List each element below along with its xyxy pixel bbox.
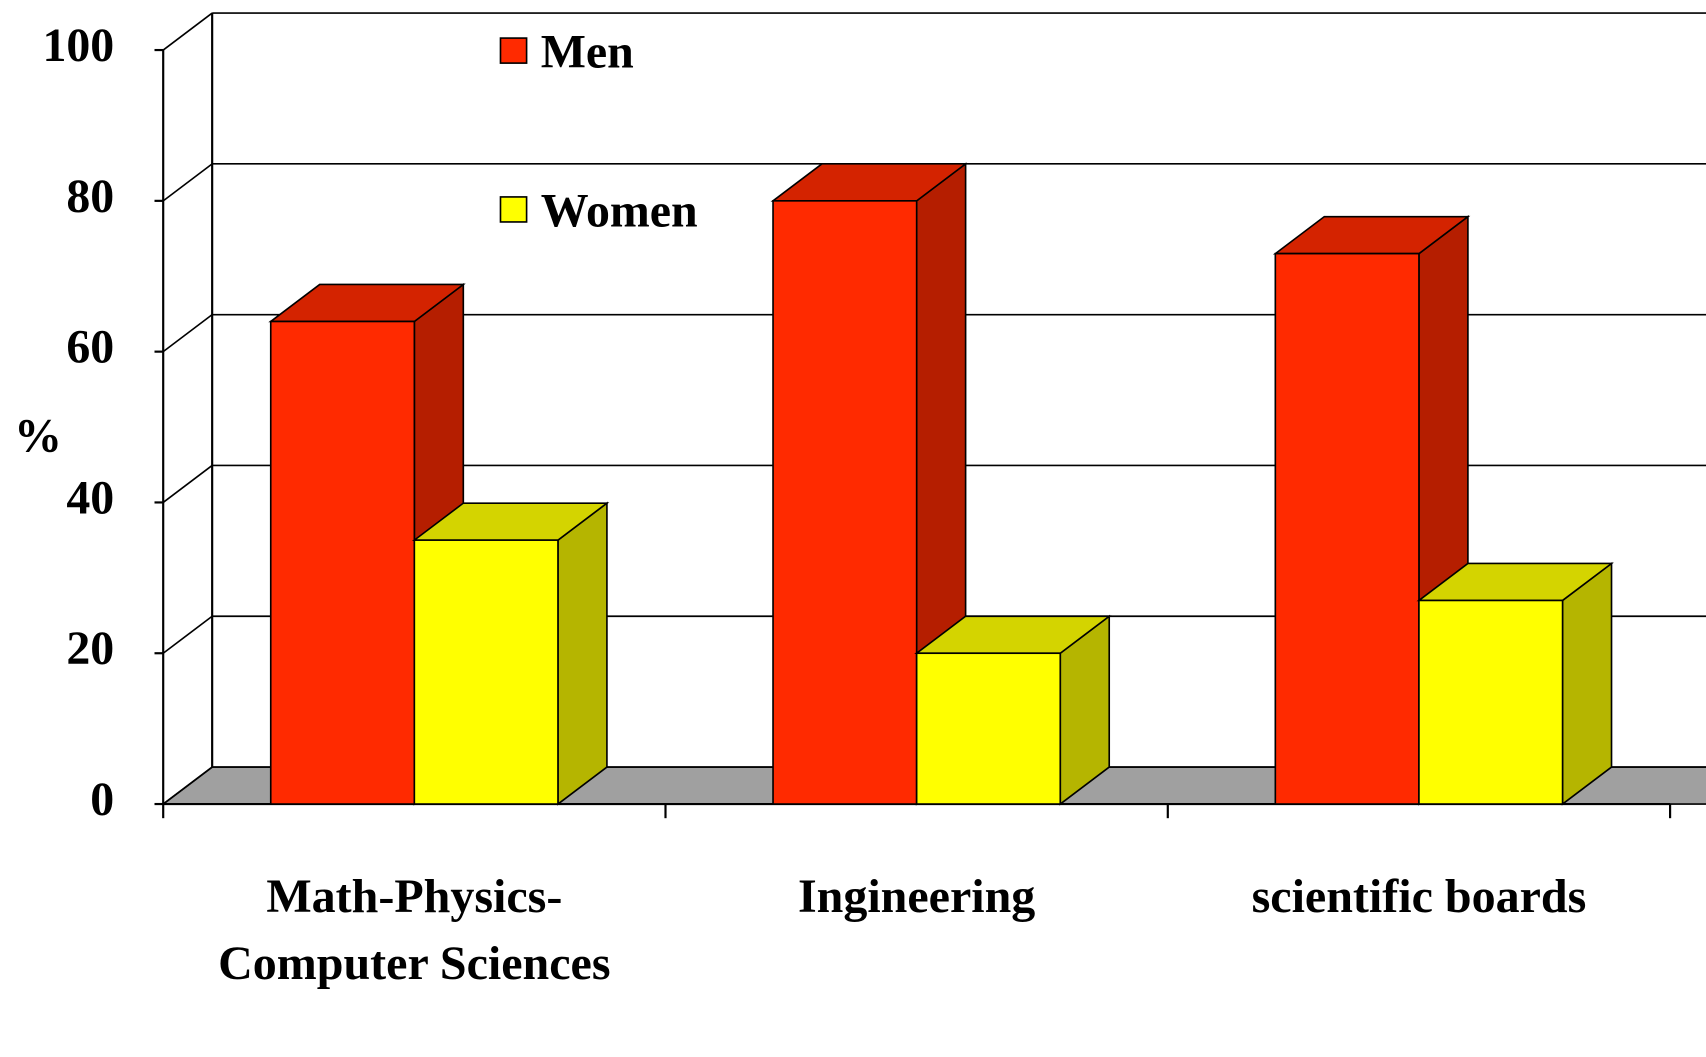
legend-label: Men bbox=[541, 26, 634, 79]
bar-side bbox=[557, 501, 608, 806]
grid-line-diagonal bbox=[162, 12, 213, 51]
legend-swatch bbox=[499, 196, 528, 223]
bar bbox=[915, 652, 1062, 805]
x-tick-label: scientific boards bbox=[1251, 869, 1587, 923]
y-axis-label: % bbox=[14, 410, 62, 463]
x-tick-label: Math-Physics-Computer Sciences bbox=[218, 869, 611, 990]
y-tick-label: 0 bbox=[90, 773, 114, 826]
y-tick-label: 20 bbox=[66, 622, 114, 675]
bar bbox=[269, 320, 416, 805]
x-tick-label: Ingineering bbox=[797, 869, 1036, 923]
bar bbox=[1418, 599, 1564, 805]
y-tick-label: 100 bbox=[42, 19, 114, 72]
grid-line-diagonal bbox=[162, 615, 213, 654]
bar bbox=[772, 200, 918, 805]
y-tick-label: 60 bbox=[66, 321, 114, 374]
bar bbox=[1274, 252, 1420, 805]
legend-label: Women bbox=[541, 184, 698, 237]
bar-side bbox=[1561, 561, 1613, 806]
y-tick-label: 40 bbox=[66, 471, 114, 524]
grid-line-diagonal bbox=[162, 163, 213, 202]
bar bbox=[413, 539, 559, 805]
grid-line-diagonal bbox=[162, 766, 213, 805]
legend-swatch bbox=[499, 37, 528, 64]
grid-line-diagonal bbox=[162, 314, 213, 353]
y-tick-label: 80 bbox=[66, 170, 114, 223]
grid-line-diagonal bbox=[162, 464, 213, 504]
